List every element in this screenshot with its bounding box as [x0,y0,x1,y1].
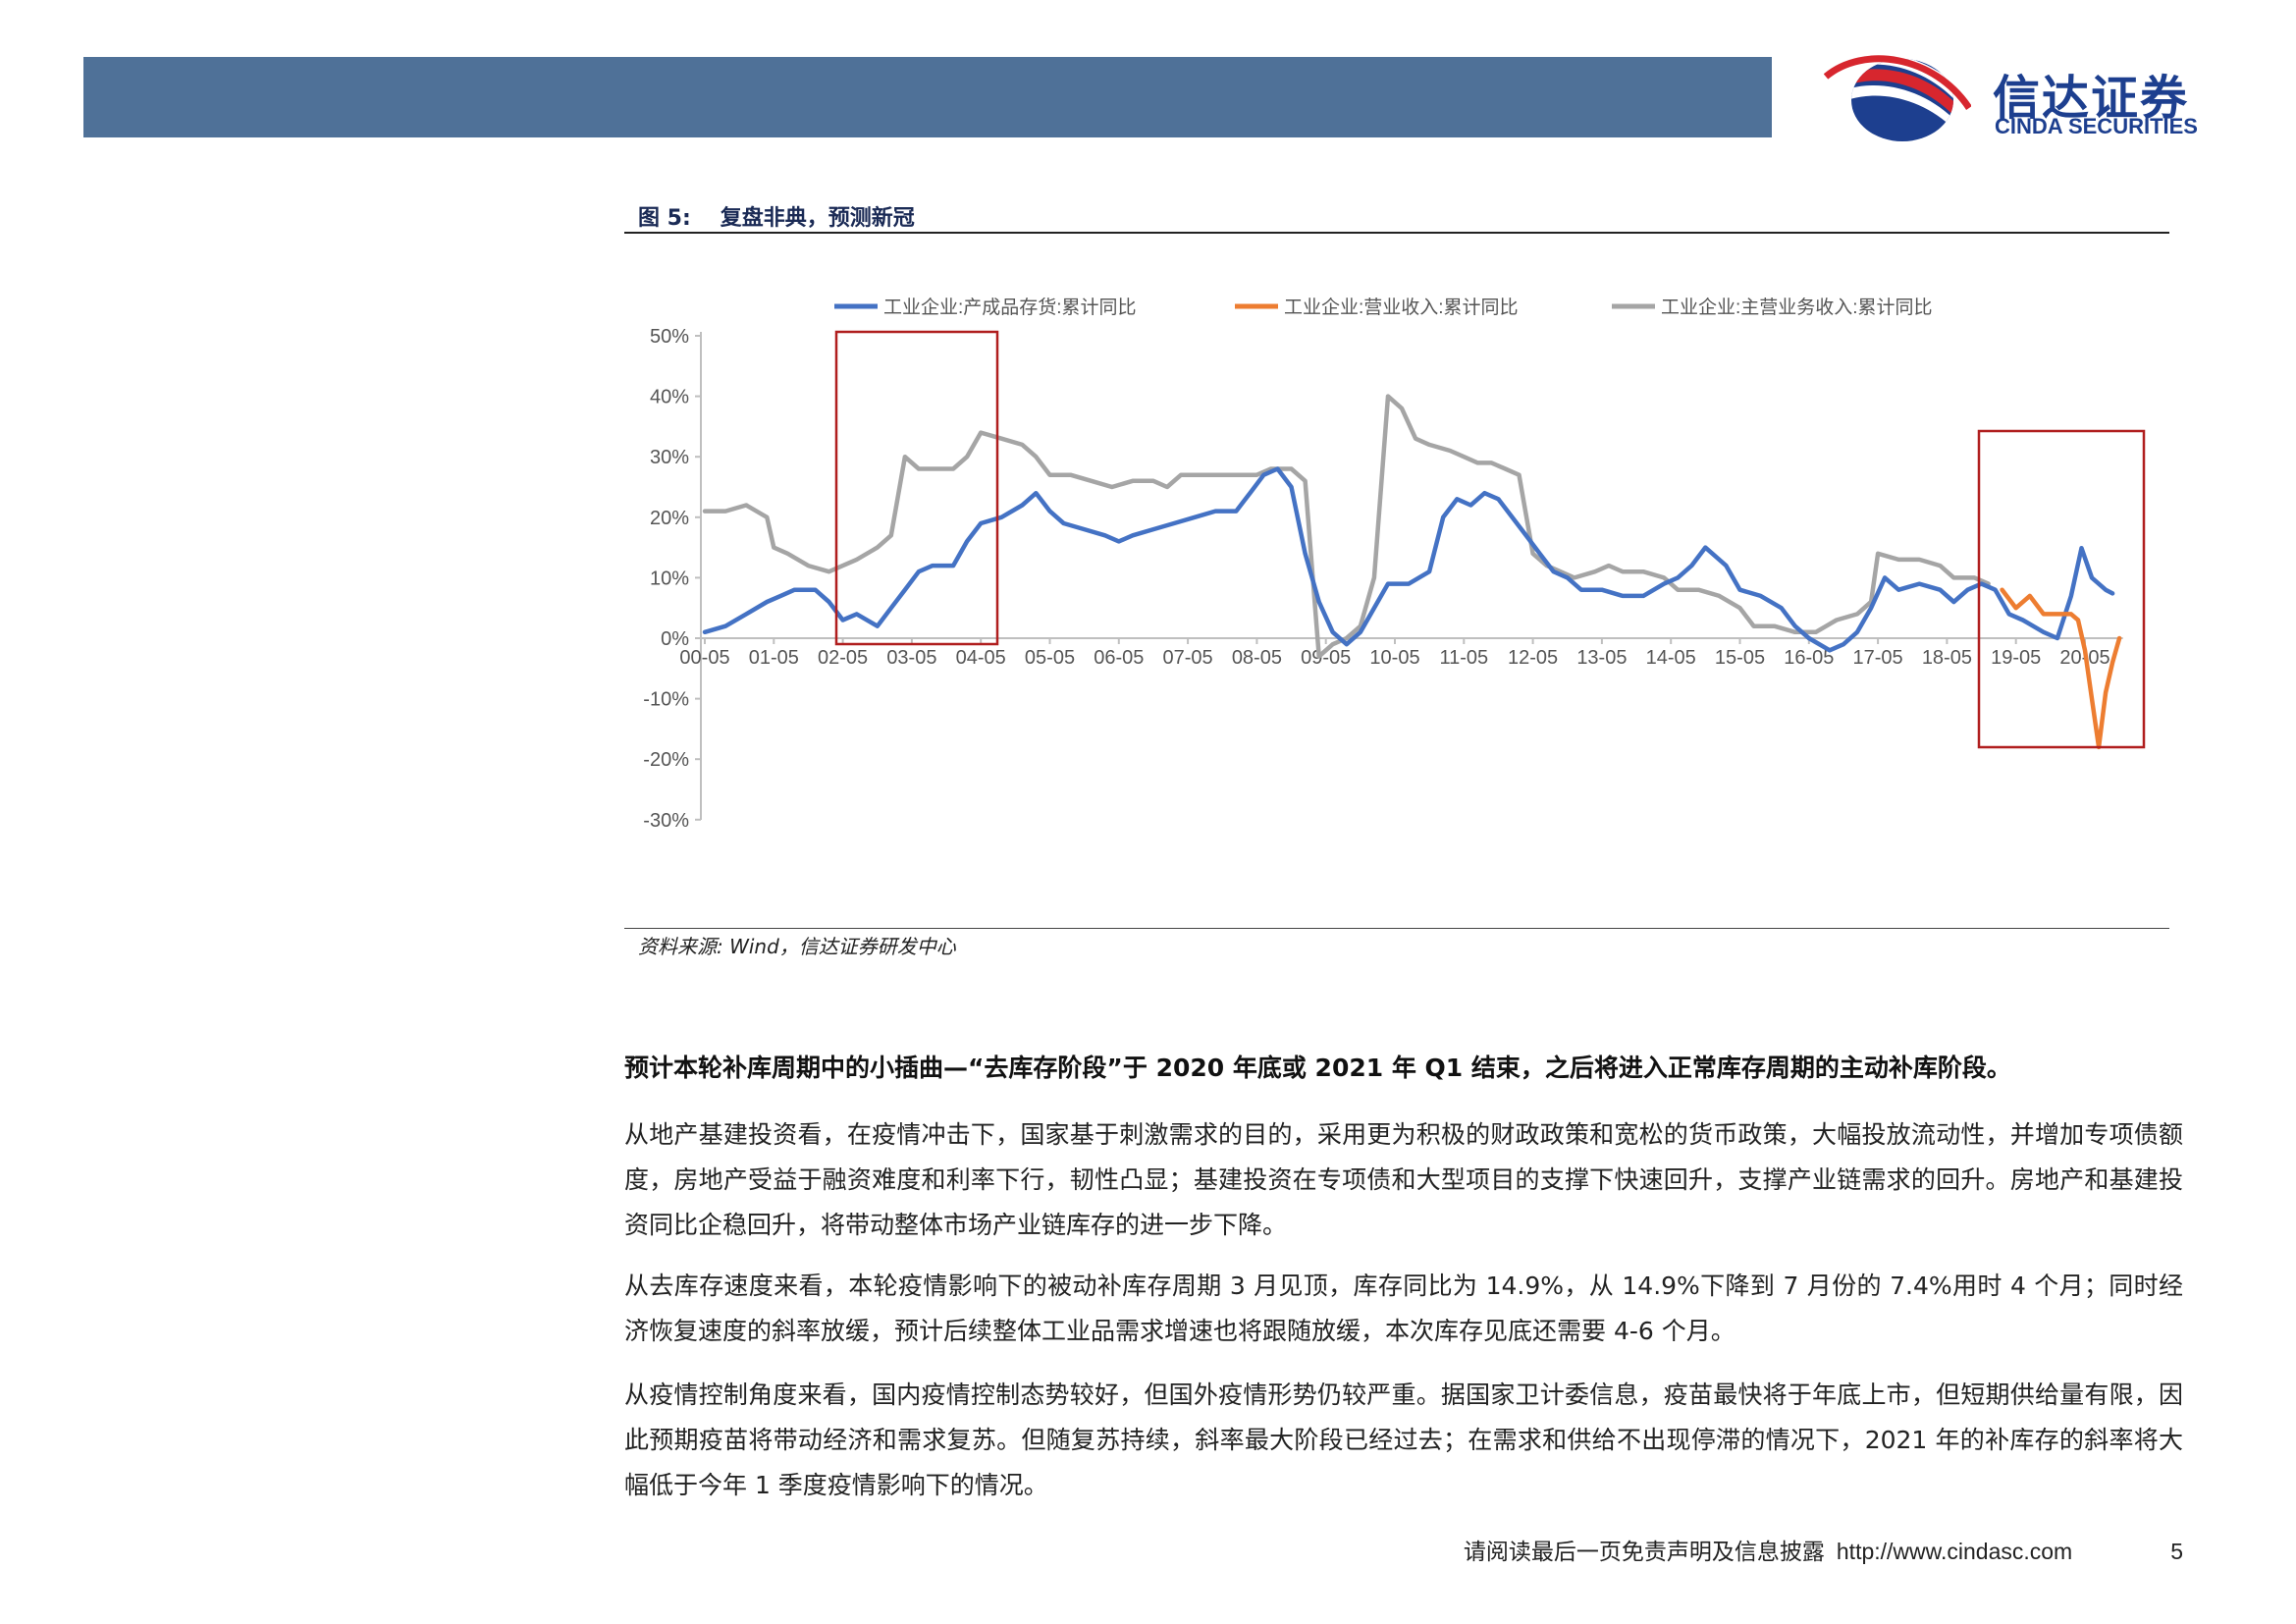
x-tick-label: 07-05 [1163,647,1213,669]
y-tick-label: -30% [643,810,689,832]
y-tick-label: 50% [650,326,689,348]
figure-caption: 复盘非典，预测新冠 [720,206,915,231]
figure-source: 资料来源: Wind，信达证券研发中心 [638,935,956,958]
y-tick-label: 10% [650,568,689,589]
page-footer: 请阅读最后一页免责声明及信息披露 http://www.cindasc.com 5 [1464,1533,2183,1566]
page-number: 5 [2170,1539,2183,1564]
y-tick-label: 0% [661,628,689,650]
legend-label-2: 工业企业:主营业务收入:累计同比 [1661,297,1933,318]
paragraph-destocking-speed: 从去库存速度来看，本轮疫情影响下的被动补库存周期 3 月见顶，库存同比为 14.… [624,1272,2183,1345]
x-tick-label: 05-05 [1025,647,1075,669]
series-line-2 [702,394,1991,659]
figure-number: 图 5: [638,206,691,231]
x-tick-label: 00-05 [679,647,729,669]
x-tick-label: 10-05 [1369,647,1419,669]
company-logo: 信达证券 CINDA SECURITIES [1824,51,2236,145]
logo-english-name: CINDA SECURITIES [1995,114,2198,138]
lead-sentence: 预计本轮补库周期中的小插曲—“去库存阶段”于 2020 年底或 2021 年 Q… [624,1054,2011,1082]
chart-legend: 工业企业:产成品存货:累计同比 工业企业:营业收入:累计同比 工业企业:主营业务收入… [834,297,1933,318]
x-tick-label: 18-05 [1922,647,1972,669]
paragraph-investment: 从地产基建投资看，在疫情冲击下，国家基于刺激需求的目的，采用更为积极的财政政策和… [624,1120,2183,1239]
footer-disclaimer: 请阅读最后一页免责声明及信息披露 [1463,1540,1825,1565]
x-tick-label: 12-05 [1508,647,1558,669]
header-bar [83,57,1772,137]
x-tick-label: 19-05 [1991,647,2041,669]
footer-url[interactable]: http://www.cindasc.com [1836,1539,2073,1564]
x-tick-label: 14-05 [1646,647,1696,669]
x-tick-label: 08-05 [1232,647,1282,669]
legend-label-1: 工业企业:营业收入:累计同比 [1284,297,1519,318]
y-tick-label: 40% [650,387,689,408]
legend-label-0: 工业企业:产成品存货:累计同比 [883,297,1137,318]
x-tick-label: 01-05 [749,647,799,669]
y-tick-label: -20% [643,749,689,771]
figure-bottom-rule [624,928,2169,929]
x-tick-label: 15-05 [1715,647,1765,669]
x-tick-label: 11-05 [1439,647,1488,669]
highlight-box-2020 [1977,429,2146,749]
x-tick-label: 02-05 [818,647,868,669]
series-line-0 [702,466,2115,653]
series-line-1 [2000,587,2122,750]
y-tick-label: 20% [650,508,689,529]
x-tick-label: 09-05 [1301,647,1351,669]
logo-chinese-name: 信达证券 [1993,71,2190,126]
y-tick-label: -10% [643,689,689,711]
highlight-box-2003 [834,330,999,646]
x-tick-label: 04-05 [956,647,1006,669]
y-axis: 50% 40% 30% 20% 10% 0% -10% -20% -30% [643,326,702,832]
x-tick-label: 16-05 [1784,647,1834,669]
chart-series-lines [702,394,2122,750]
paragraph-epidemic-control: 从疫情控制角度来看，国内疫情控制态势较好，但国外疫情形势仍较严重。据国家卫计委信… [624,1380,2183,1499]
figure-title: 图 5: 复盘非典，预测新冠 [638,200,915,232]
x-tick-label: 06-05 [1094,647,1144,669]
x-tick-label: 17-05 [1853,647,1903,669]
inventory-line-chart: 工业企业:产成品存货:累计同比 工业企业:营业收入:累计同比 工业企业:主营业务收入… [643,297,2146,832]
figure-top-rule [624,232,2169,234]
y-tick-label: 30% [650,447,689,468]
cinda-logo-icon [1824,55,1971,141]
x-tick-label: 03-05 [886,647,936,669]
x-axis: 00-05 01-05 02-05 03-05 04-05 05-05 06-05 07-05… [679,637,2123,669]
x-tick-label: 13-05 [1576,647,1627,669]
